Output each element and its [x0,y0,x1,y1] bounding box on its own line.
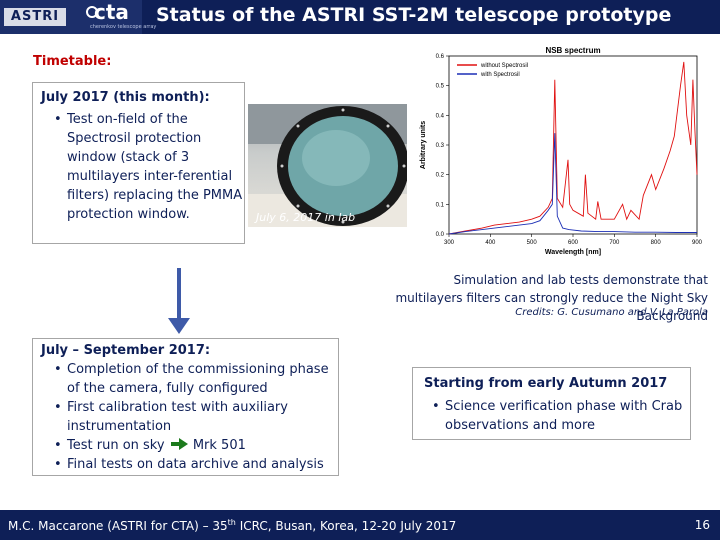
july-bullet-text: Test on-field of the Spectrosil protecti… [67,112,243,222]
filter-photo [248,104,407,227]
series-line-1 [448,61,698,235]
y-tick-label: 0.5 [436,84,445,90]
plot-area [448,55,698,235]
bullet-text-2: First calibration test with auxiliary in… [67,400,288,434]
nsb-spectrum-chart: NSB spectrum 300 400 500 600 700 800 900 0.0 0.1 0… [415,42,705,266]
astri-logo: ASTRI [4,8,66,26]
bullet-dot: • [54,457,62,472]
logo-area: ASTRI cta cherenkov telescope array [0,0,156,34]
x-tick-label: 400 [485,240,496,246]
july-september-box: July – September 2017: • Completion of t… [32,338,339,476]
legend-label-1: without Spectrosil [480,63,528,69]
y-tick-label: 0.3 [436,143,445,149]
y-tick-label: 0.0 [436,232,445,238]
x-tick-label: 900 [692,240,703,246]
timetable-label: Timetable: [33,54,112,69]
y-tick-label: 0.4 [436,113,445,119]
page-number: 16 [694,518,710,532]
july-heading: July 2017 (this month): [41,90,210,105]
footer-citation: M.C. Maccarone (ASTRI for CTA) – 35th IC… [8,518,456,533]
footer-text-pre: M.C. Maccarone (ASTRI for CTA) – 35 [8,519,228,533]
x-tick-label: 500 [527,240,538,246]
header-bar: ASTRI cta cherenkov telescope array Stat… [0,0,720,34]
july-bullet: • Test on-field of the Spectrosil protec… [54,110,243,224]
bullet-item-4: • Final tests on data archive and analys… [54,455,332,474]
bullet-text-3: Test run on sky [67,438,165,453]
right-arrow-icon [170,438,188,450]
bullet-item-3: • Test run on sky Mrk 501 [54,436,332,455]
footer-text-sup: th [227,518,236,527]
bullet-text-1: Completion of the commissioning phase of… [67,362,329,396]
x-tick-label: 700 [609,240,620,246]
autumn-box: Starting from early Autumn 2017 • Scienc… [412,367,691,440]
july-september-heading: July – September 2017: [41,343,211,358]
simulation-note: Simulation and lab tests demonstrate tha… [395,273,708,323]
mrk-501-text: Mrk 501 [192,438,246,453]
y-tick-label: 0.1 [436,202,445,208]
bullet-dot: • [54,438,62,453]
x-axis-label: Wavelength [nm] [545,249,601,256]
y-tick-label: 0.6 [436,54,445,60]
bullet-dot: • [54,112,62,127]
x-tick-label: 800 [651,240,662,246]
series-line-2 [448,133,697,235]
bullet-dot: • [432,399,440,414]
bullet-item-2: • First calibration test with auxiliary … [54,398,332,436]
chart-title: NSB spectrum [545,46,600,55]
footer-text-post: ICRC, Busan, Korea, 12-20 July 2017 [235,519,457,533]
bullet-dot: • [54,400,62,415]
cta-logo: cta cherenkov telescope array [84,0,156,32]
cta-logo-subtext: cherenkov telescope array [90,24,157,30]
chart-svg: NSB spectrum 300 400 500 600 700 800 900 0.0 0.1 0… [420,46,703,256]
cta-logo-text: cta [94,0,129,24]
credits: Credits: G. Cusumano and V. La Parola [515,307,708,318]
footer-bar: M.C. Maccarone (ASTRI for CTA) – 35th IC… [0,510,720,540]
autumn-bullet-text: Science verification phase with Crab obs… [445,399,683,433]
autumn-heading: Starting from early Autumn 2017 [424,376,668,391]
bullet-item-1: • Completion of the commissioning phase … [54,360,332,398]
down-arrow-icon [168,268,190,334]
y-tick-label: 0.2 [436,173,445,179]
july-box: July 2017 (this month): • Test on-field … [32,82,245,244]
x-tick-label: 300 [444,240,455,246]
bullet-dot: • [54,362,62,377]
filter-window-illustration [248,104,407,227]
photo-caption: July 6, 2017 in lab [256,211,356,224]
y-axis-label: Arbitrary units [420,121,427,169]
autumn-bullet: • Science verification phase with Crab o… [432,397,688,435]
x-tick-label: 600 [568,240,579,246]
cta-logo-mark [86,6,98,18]
legend-label-2: with Spectrosil [480,72,520,78]
slide-title: Status of the ASTRI SST-2M telescope pro… [156,4,672,26]
bullet-text-4: Final tests on data archive and analysis [67,457,324,472]
